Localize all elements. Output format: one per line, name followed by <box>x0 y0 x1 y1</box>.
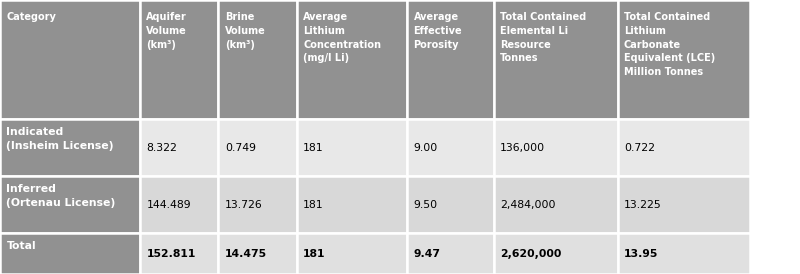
Text: Average
Effective
Porosity: Average Effective Porosity <box>414 12 462 50</box>
Bar <box>218 176 297 233</box>
Bar <box>0 119 140 176</box>
Text: 136,000: 136,000 <box>500 143 545 153</box>
Bar <box>218 0 297 119</box>
Text: Brine
Volume
(km³): Brine Volume (km³) <box>225 12 266 50</box>
Text: Inferred
(Ortenau License): Inferred (Ortenau License) <box>6 184 116 208</box>
Bar <box>297 119 407 176</box>
Bar <box>140 0 218 119</box>
Bar <box>0 176 140 233</box>
Bar <box>0 0 140 119</box>
Bar <box>618 0 750 119</box>
Bar <box>494 176 618 233</box>
Text: 13.225: 13.225 <box>624 200 662 210</box>
Text: 9.47: 9.47 <box>414 249 441 259</box>
Bar <box>407 0 494 119</box>
Text: 181: 181 <box>303 143 324 153</box>
Text: Average
Lithium
Concentration
(mg/l Li): Average Lithium Concentration (mg/l Li) <box>303 12 381 63</box>
Bar <box>494 119 618 176</box>
Bar <box>218 119 297 176</box>
Text: Indicated
(Insheim License): Indicated (Insheim License) <box>6 127 114 151</box>
Text: 2,484,000: 2,484,000 <box>500 200 555 210</box>
Text: 144.489: 144.489 <box>146 200 191 210</box>
Text: 14.475: 14.475 <box>225 249 267 259</box>
Bar <box>140 119 218 176</box>
Bar <box>297 233 407 274</box>
Bar <box>140 176 218 233</box>
Text: 8.322: 8.322 <box>146 143 178 153</box>
Text: 2,620,000: 2,620,000 <box>500 249 562 259</box>
Text: 13.726: 13.726 <box>225 200 262 210</box>
Text: 9.50: 9.50 <box>414 200 438 210</box>
Bar <box>618 119 750 176</box>
Text: 181: 181 <box>303 249 326 259</box>
Text: 0.722: 0.722 <box>624 143 655 153</box>
Bar <box>140 233 218 274</box>
Bar <box>494 233 618 274</box>
Text: 181: 181 <box>303 200 324 210</box>
Text: Aquifer
Volume
(km³): Aquifer Volume (km³) <box>146 12 187 50</box>
Bar <box>618 176 750 233</box>
Text: 9.00: 9.00 <box>414 143 438 153</box>
Bar <box>618 233 750 274</box>
Text: Total Contained
Lithium
Carbonate
Equivalent (LCE)
Million Tonnes: Total Contained Lithium Carbonate Equiva… <box>624 12 715 77</box>
Bar <box>407 119 494 176</box>
Bar <box>297 176 407 233</box>
Bar <box>494 0 618 119</box>
Bar <box>0 233 140 274</box>
Bar <box>407 233 494 274</box>
Text: 13.95: 13.95 <box>624 249 658 259</box>
Text: Total: Total <box>6 241 36 251</box>
Text: 152.811: 152.811 <box>146 249 196 259</box>
Text: Total Contained
Elemental Li
Resource
Tonnes: Total Contained Elemental Li Resource To… <box>500 12 586 63</box>
Text: 0.749: 0.749 <box>225 143 256 153</box>
Bar <box>407 176 494 233</box>
Bar <box>218 233 297 274</box>
Bar <box>297 0 407 119</box>
Text: Category: Category <box>6 12 56 22</box>
